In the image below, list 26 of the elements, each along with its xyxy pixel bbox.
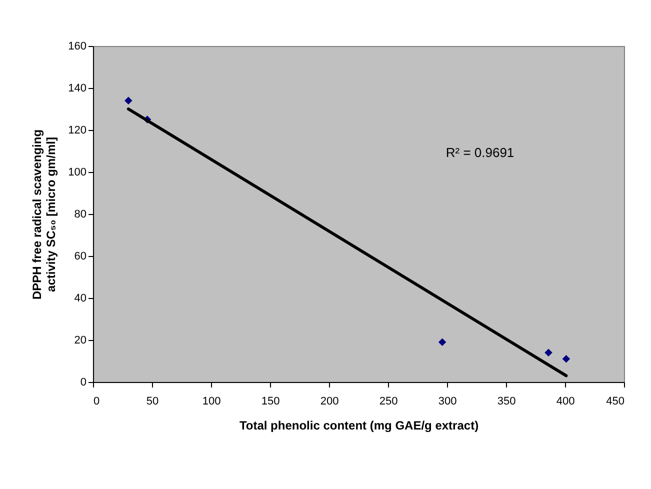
x-tick-label: 150 [261, 396, 280, 408]
point [438, 338, 446, 346]
point [124, 96, 132, 104]
annotation: R² = 0.9691 [446, 145, 514, 160]
y-axis-title: DPPH free radical scavenging activity SC₅₀ [micro gm/ml] [30, 129, 58, 300]
y-tick-label: 120 [68, 124, 86, 136]
x-tick-label: 300 [438, 396, 457, 408]
x-tick-label: 100 [202, 396, 221, 408]
y-tick-label: 140 [68, 82, 86, 94]
x-axis-title: Total phenolic content (mg GAE/g extract) [239, 418, 479, 432]
y-tick-label: 0 [80, 376, 86, 388]
x-tick-label: 50 [146, 396, 159, 408]
x-tick-label: 450 [606, 396, 624, 408]
y-tick-label: 160 [68, 40, 86, 52]
y-tick-label: 80 [74, 208, 86, 220]
y-tick-label: 60 [74, 250, 86, 262]
x-tick-label: 350 [497, 396, 516, 408]
y-tick-label: 100 [68, 166, 86, 178]
y-tick-label: 40 [74, 292, 86, 304]
point [544, 348, 552, 356]
x-tick-label: 250 [379, 396, 398, 408]
y-tick-label: 20 [74, 334, 86, 346]
x-tick-label: 0 [94, 396, 100, 408]
x-tick-label: 400 [556, 396, 575, 408]
point [562, 355, 570, 363]
x-tick-label: 200 [320, 396, 339, 408]
